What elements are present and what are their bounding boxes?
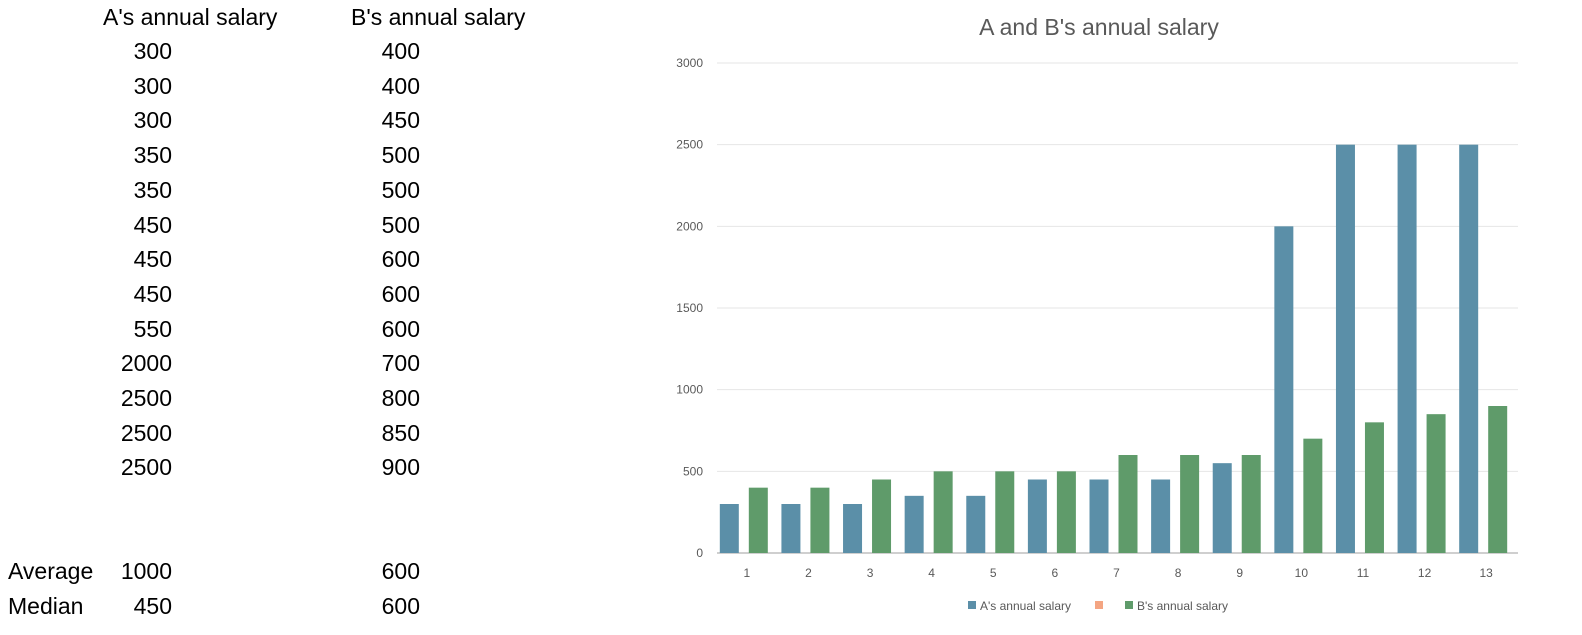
y-tick-label: 2000: [676, 219, 703, 233]
cell-b[interactable]: 500: [381, 142, 420, 169]
x-tick-label: 8: [1175, 566, 1182, 580]
x-tick-label: 12: [1418, 566, 1432, 580]
cell-b[interactable]: 700: [381, 350, 420, 377]
bar-a: [1397, 144, 1417, 553]
bar-a: [1212, 463, 1232, 553]
cell-a[interactable]: 300: [133, 107, 172, 134]
spreadsheet-table: A's annual salary B's annual salary 300 4…: [0, 0, 620, 630]
stat-value-a[interactable]: 450: [133, 593, 172, 619]
bar-a: [843, 504, 863, 553]
legend-swatch: [968, 601, 976, 609]
bar-a: [966, 495, 986, 553]
legend-swatch: [1125, 601, 1133, 609]
column-header-b[interactable]: B's annual salary: [351, 4, 526, 30]
cell-a[interactable]: 550: [133, 315, 172, 342]
cell-b[interactable]: 800: [381, 385, 420, 411]
stat-label[interactable]: Average: [8, 558, 94, 584]
cell-a[interactable]: 350: [133, 142, 172, 169]
x-tick-label: 11: [1357, 566, 1370, 580]
bar-b: [1118, 455, 1138, 553]
cell-a[interactable]: 2500: [120, 385, 172, 411]
bar-a: [1335, 144, 1355, 553]
bar-b: [1364, 422, 1384, 553]
cell-a[interactable]: 2500: [120, 454, 172, 481]
y-tick-label: 1500: [676, 301, 703, 315]
cell-a[interactable]: 2000: [120, 350, 172, 377]
chart-svg: A and B's annual salary 0 500 1000 1500 2000…: [676, 14, 1518, 613]
bar-b: [872, 479, 892, 553]
y-tick-label: 3000: [676, 56, 703, 70]
x-tick-label: 4: [928, 566, 935, 580]
bar-b: [1056, 471, 1076, 553]
x-tick-label: 9: [1236, 566, 1243, 580]
x-tick-label: 7: [1113, 566, 1120, 580]
x-tick-label: 3: [867, 566, 874, 580]
cell-a[interactable]: 300: [133, 38, 172, 64]
cell-a[interactable]: 2500: [120, 419, 172, 446]
cell-b[interactable]: 500: [381, 176, 420, 203]
bar-b: [1180, 455, 1200, 553]
stat-label[interactable]: Median: [8, 593, 84, 619]
cell-b[interactable]: 600: [381, 246, 420, 273]
bar-b: [1488, 406, 1508, 553]
bar-b: [748, 487, 768, 553]
bar-b: [933, 471, 953, 553]
y-tick-label: 500: [683, 464, 703, 478]
salary-chart[interactable]: A and B's annual salary 0 500 1000 1500 2000…: [650, 0, 1582, 630]
bar-a: [1089, 479, 1109, 553]
x-tick-label: 10: [1295, 566, 1309, 580]
y-tick-label: 1000: [676, 383, 703, 397]
cell-a[interactable]: 450: [133, 246, 172, 273]
chart-title: A and B's annual salary: [979, 14, 1219, 40]
cell-b[interactable]: 600: [381, 315, 420, 342]
cell-b[interactable]: 400: [381, 72, 420, 99]
legend-label: B's annual salary: [1137, 599, 1228, 613]
bar-a: [1459, 144, 1479, 553]
stat-value-b[interactable]: 600: [381, 593, 420, 619]
bar-b: [1426, 414, 1446, 553]
legend-swatch: [1095, 601, 1103, 609]
cell-b[interactable]: 400: [381, 38, 420, 64]
legend-label: A's annual salary: [980, 599, 1071, 613]
cell-b[interactable]: 600: [381, 280, 420, 307]
x-tick-label: 2: [805, 566, 812, 580]
cell-a[interactable]: 450: [133, 211, 172, 238]
x-tick-label: 1: [743, 566, 750, 580]
bar-b: [995, 471, 1015, 553]
bar-a: [1027, 479, 1047, 553]
stat-value-b[interactable]: 600: [381, 558, 420, 584]
cell-b[interactable]: 500: [381, 211, 420, 238]
bar-b: [1241, 455, 1261, 553]
cell-a[interactable]: 450: [133, 280, 172, 307]
bar-a: [1274, 226, 1294, 554]
bar-a: [719, 504, 739, 553]
cell-b[interactable]: 850: [381, 419, 420, 446]
cell-a[interactable]: 300: [133, 72, 172, 99]
x-tick-label: 5: [990, 566, 997, 580]
x-tick-label: 6: [1052, 566, 1059, 580]
y-tick-label: 2500: [676, 138, 703, 152]
y-tick-label: 0: [696, 546, 703, 560]
bar-b: [1303, 438, 1323, 553]
cell-b[interactable]: 450: [381, 107, 420, 134]
bar-b: [810, 487, 830, 553]
stat-value-a[interactable]: 1000: [120, 558, 172, 584]
column-header-a[interactable]: A's annual salary: [103, 4, 278, 30]
cell-b[interactable]: 900: [381, 454, 420, 481]
bar-a: [904, 495, 924, 553]
x-tick-label: 13: [1480, 566, 1494, 580]
bar-a: [1151, 479, 1171, 553]
bar-a: [781, 504, 801, 553]
cell-a[interactable]: 350: [133, 176, 172, 203]
